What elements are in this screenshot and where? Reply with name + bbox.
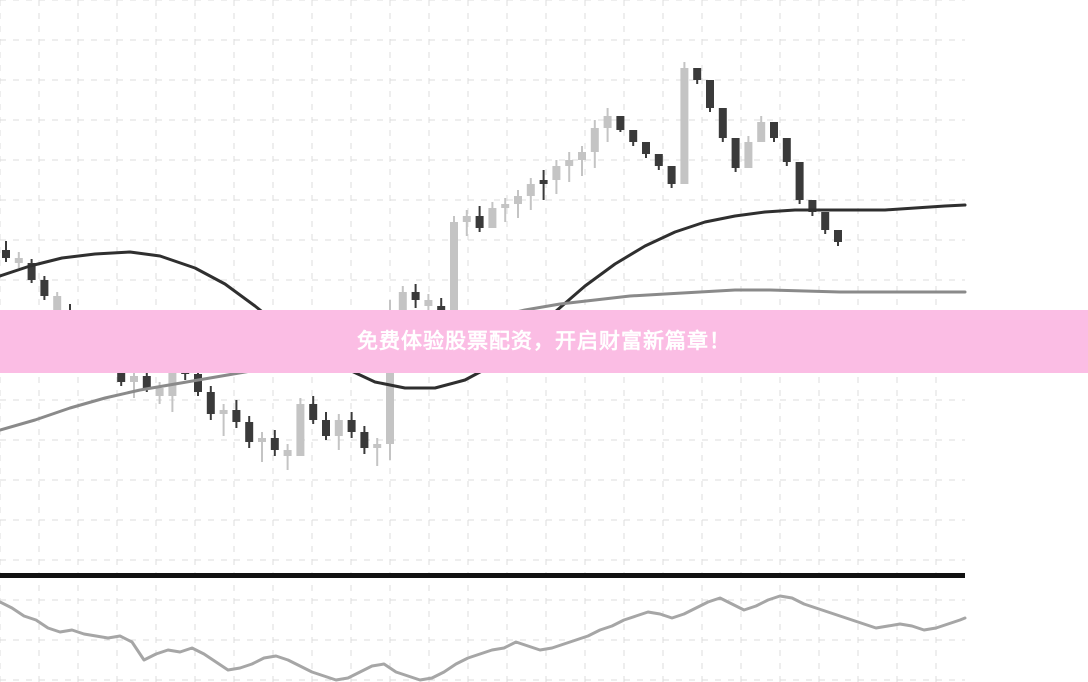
promo-banner[interactable]: 免费体验股票配资，开启财富新篇章！	[0, 310, 1088, 373]
promo-banner-text: 免费体验股票配资，开启财富新篇章！	[357, 330, 731, 353]
candlestick-series	[2, 62, 842, 470]
panel-separator	[0, 573, 965, 578]
indicator-series	[0, 594, 967, 682]
